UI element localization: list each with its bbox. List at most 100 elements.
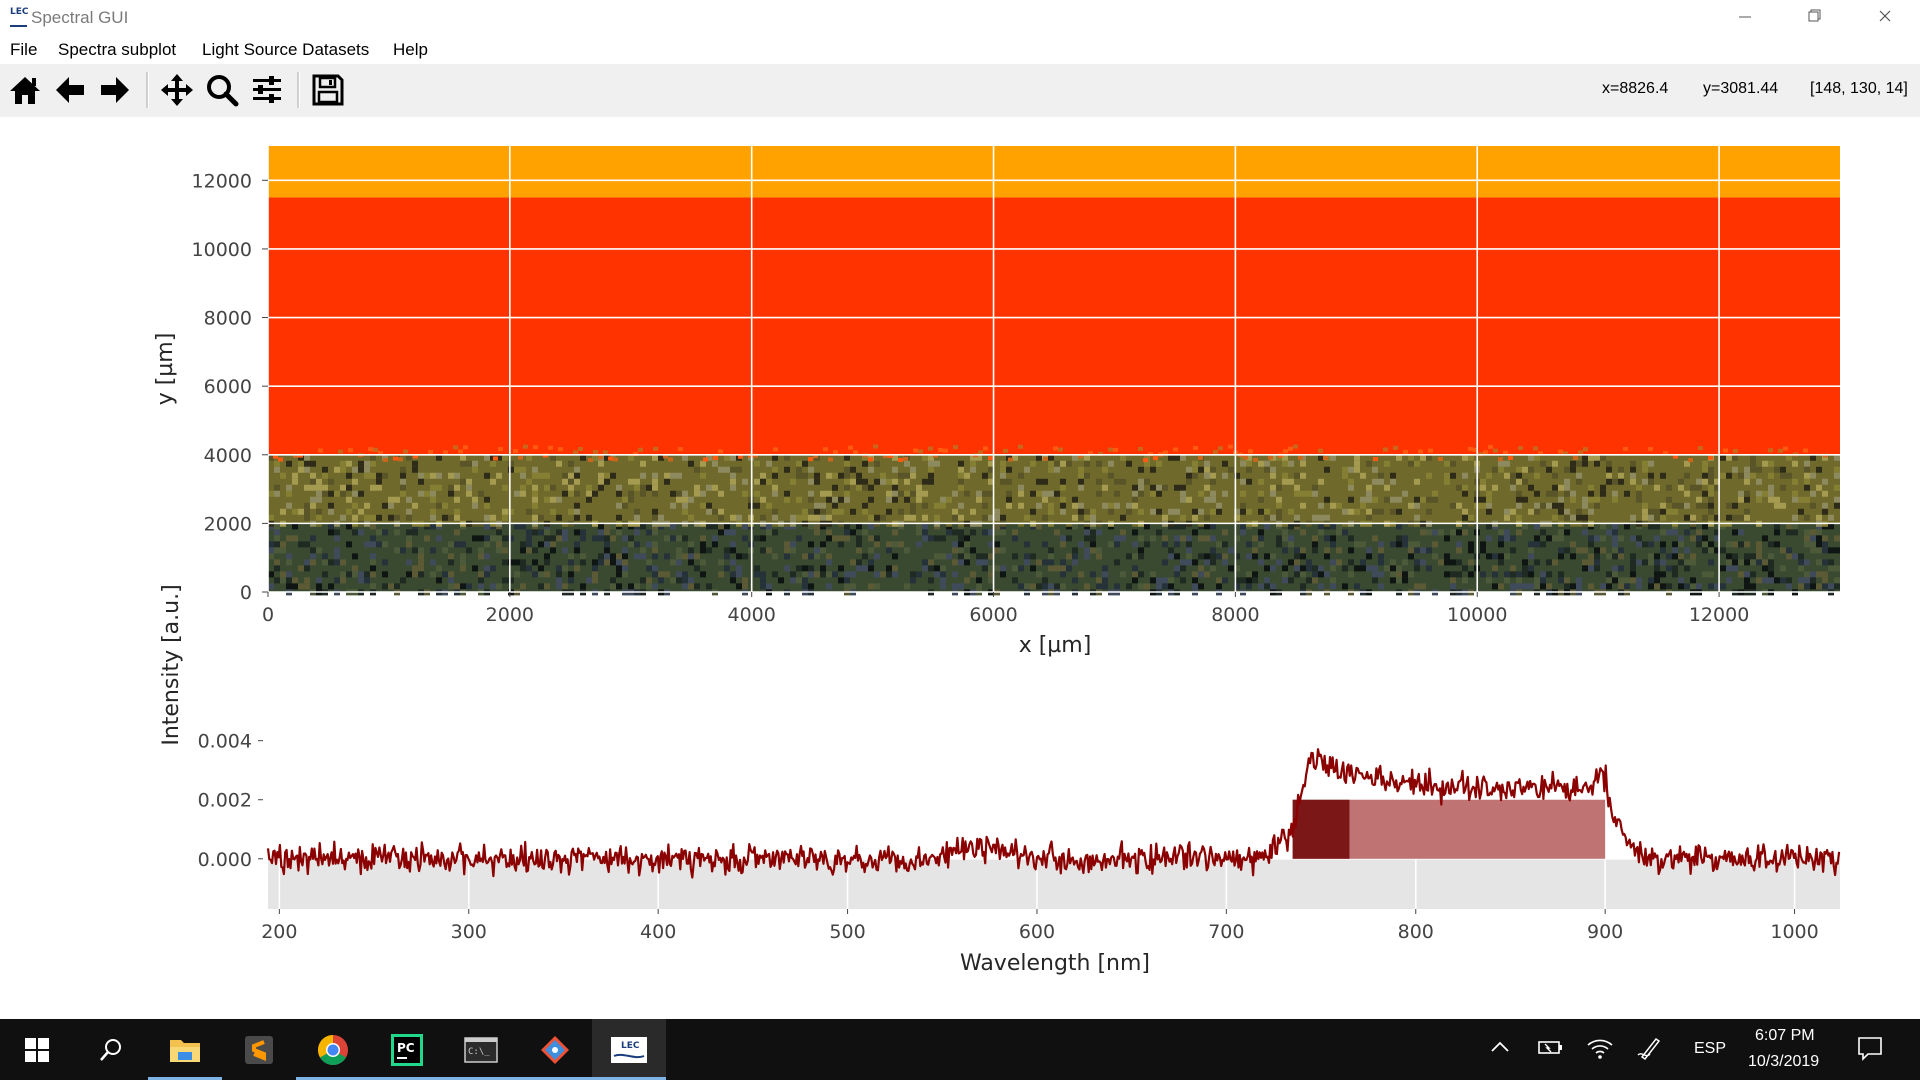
heatmap-pixel bbox=[1294, 547, 1300, 554]
title-bar[interactable]: LEC Spectral GUI bbox=[0, 0, 1920, 36]
taskbar-spectral-gui[interactable]: LEC bbox=[592, 1019, 666, 1080]
heatmap-pixel bbox=[1192, 514, 1198, 521]
heatmap-pixel bbox=[274, 541, 280, 548]
figure-canvas[interactable]: 0 2000 4000 6000 8000 10000 12000 0 2000 4000 6000… bbox=[0, 117, 1920, 1019]
heatmap-pixel bbox=[1336, 547, 1342, 554]
taskbar-search-button[interactable] bbox=[74, 1019, 148, 1080]
heatmap-pixel bbox=[352, 490, 358, 497]
heatmap-pixel bbox=[1360, 502, 1366, 509]
heatmap-pixel bbox=[514, 523, 520, 530]
heatmap-pixel bbox=[1582, 559, 1588, 566]
close-button[interactable] bbox=[1850, 0, 1920, 36]
pan-button[interactable] bbox=[157, 70, 197, 110]
heatmap-pixel bbox=[1384, 478, 1390, 485]
configure-subplots-button[interactable] bbox=[247, 70, 287, 110]
heatmap-pixel bbox=[1606, 577, 1612, 584]
heatmap-pixel bbox=[1240, 523, 1246, 530]
heatmap-pixel bbox=[1642, 559, 1648, 566]
heatmap-pixel bbox=[394, 514, 400, 521]
heatmap-pixel bbox=[1522, 496, 1528, 503]
heatmap-pixel bbox=[652, 472, 658, 479]
heatmap-pixel bbox=[1756, 577, 1762, 584]
heatmap-pixel bbox=[1780, 565, 1786, 572]
heatmap-pixel bbox=[1390, 508, 1396, 515]
heatmap-pixel bbox=[442, 502, 448, 509]
heatmap-pixel bbox=[1678, 559, 1684, 566]
heatmap-pixel bbox=[1588, 490, 1594, 497]
heatmap-pixel bbox=[1282, 472, 1288, 479]
minimize-button[interactable] bbox=[1710, 0, 1780, 36]
heatmap-pixel bbox=[1348, 559, 1354, 566]
heatmap-pixel bbox=[1222, 529, 1228, 536]
heatmap-pixel bbox=[1654, 523, 1660, 530]
heatmap-pixel bbox=[1558, 472, 1564, 479]
menu-file[interactable]: File bbox=[10, 40, 38, 59]
heatmap-pixel bbox=[844, 484, 850, 491]
show-hidden-icons-button[interactable] bbox=[1488, 1035, 1512, 1063]
menu-bar: File Spectra subplot Light Source Datase… bbox=[0, 36, 1920, 64]
heatmap-pixel bbox=[580, 583, 586, 590]
clock-time[interactable]: 6:07 PM bbox=[1755, 1027, 1815, 1044]
heatmap-pixel bbox=[352, 571, 358, 578]
heatmap-pixel bbox=[898, 457, 903, 462]
heatmap-pixel bbox=[1510, 547, 1516, 554]
input-language[interactable]: ESP bbox=[1694, 1040, 1727, 1057]
battery-status[interactable] bbox=[1536, 1035, 1564, 1063]
figure-svg[interactable]: 0 2000 4000 6000 8000 10000 120000200040006000… bbox=[0, 117, 1920, 1019]
taskbar-git[interactable] bbox=[518, 1019, 592, 1080]
network-status[interactable] bbox=[1586, 1035, 1614, 1065]
heatmap-pixel bbox=[1258, 508, 1264, 515]
zoom-button[interactable] bbox=[202, 70, 242, 110]
heatmap-pixel bbox=[1480, 541, 1486, 548]
heatmap-pixel bbox=[1053, 446, 1058, 451]
heatmap-pixel bbox=[1276, 508, 1282, 515]
heatmap-pixel bbox=[364, 496, 370, 503]
heatmap-pixel bbox=[1468, 472, 1474, 479]
taskbar-file-explorer[interactable] bbox=[148, 1019, 222, 1080]
start-button[interactable] bbox=[0, 1019, 74, 1080]
heatmap-pixel bbox=[1732, 466, 1738, 473]
heatmap-pixel bbox=[652, 541, 658, 548]
heatmap-pixel bbox=[496, 529, 502, 536]
heatmap-pixel bbox=[742, 508, 748, 515]
heatmap-pixel bbox=[903, 456, 908, 461]
home-button[interactable] bbox=[5, 70, 45, 110]
heatmap-pixel bbox=[322, 466, 328, 473]
heatmap-pixel bbox=[1612, 466, 1618, 473]
heatmap-pixel bbox=[1324, 514, 1330, 521]
menu-light-source-datasets[interactable]: Light Source Datasets bbox=[202, 40, 370, 59]
heatmap-pixel bbox=[622, 466, 628, 473]
restore-button[interactable] bbox=[1780, 0, 1850, 36]
save-button[interactable] bbox=[308, 70, 348, 110]
heatmap-pixel bbox=[1612, 547, 1618, 554]
heatmap-pixel bbox=[1120, 529, 1126, 536]
heatmap-pixel bbox=[352, 514, 358, 521]
heatmap-pixel bbox=[1678, 478, 1684, 485]
spectrum-plot[interactable]: 200 300 400 500 600 700 800 900 10000.0000.0020.… bbox=[159, 584, 1841, 976]
action-center-button[interactable] bbox=[1856, 1035, 1884, 1065]
taskbar-chrome[interactable] bbox=[296, 1019, 370, 1080]
heatmap-pixel bbox=[1216, 508, 1222, 515]
heatmap-pixel bbox=[790, 577, 796, 584]
menu-spectra-subplot[interactable]: Spectra subplot bbox=[58, 40, 177, 59]
svg-text:C:\_: C:\_ bbox=[468, 1047, 490, 1057]
spectrum-lower-fill bbox=[268, 858, 1840, 909]
forward-button[interactable] bbox=[95, 70, 135, 110]
heatmap-pixel bbox=[772, 484, 778, 491]
heatmap-pixel bbox=[1204, 472, 1210, 479]
pen-workspace-button[interactable] bbox=[1636, 1035, 1664, 1065]
taskbar-sublime-text[interactable] bbox=[222, 1019, 296, 1080]
taskbar-cmd[interactable]: C:\_ bbox=[444, 1019, 518, 1080]
heatmap-pixel bbox=[1708, 496, 1714, 503]
spatial-map-plot[interactable]: 0 2000 4000 6000 8000 10000 120000200040006000… bbox=[153, 146, 1840, 658]
save-icon bbox=[312, 74, 344, 106]
heatmap-pixel bbox=[862, 484, 868, 491]
clock-date[interactable]: 10/3/2019 bbox=[1748, 1053, 1820, 1070]
heatmap-pixel bbox=[910, 571, 916, 578]
heatmap-pixel bbox=[1636, 541, 1642, 548]
heatmap-pixel bbox=[514, 559, 520, 566]
taskbar-pycharm[interactable]: PC bbox=[370, 1019, 444, 1080]
back-button[interactable] bbox=[50, 70, 90, 110]
spectrum-highlight-region bbox=[1292, 799, 1606, 859]
menu-help[interactable]: Help bbox=[393, 40, 428, 59]
